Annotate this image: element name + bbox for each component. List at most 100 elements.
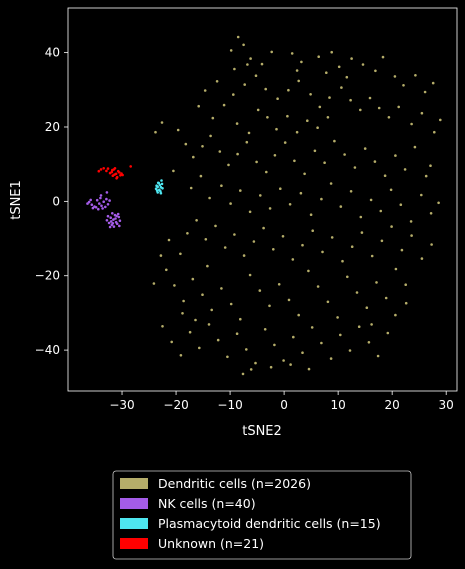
data-point [176, 128, 180, 132]
data-point [109, 220, 113, 223]
legend: Dendritic cells (n=2026) NK cells (n=40) P… [112, 470, 412, 560]
x-tick-label: −10 [217, 398, 242, 412]
data-point [108, 199, 111, 202]
data-point [160, 121, 164, 124]
data-point [375, 281, 378, 284]
data-point [429, 212, 433, 215]
data-point [106, 214, 110, 218]
x-tick-label: −30 [109, 398, 134, 412]
data-point [348, 349, 352, 352]
data-point [89, 198, 92, 202]
data-point [400, 248, 404, 252]
data-point [414, 74, 417, 77]
data-point [156, 185, 159, 189]
data-point [160, 179, 163, 182]
data-point [115, 222, 119, 225]
data-point [256, 108, 260, 112]
data-point [345, 75, 349, 79]
data-point [97, 207, 100, 211]
data-point [208, 196, 211, 200]
data-point [236, 35, 240, 39]
data-point [307, 269, 310, 273]
data-point [258, 289, 262, 292]
data-point [424, 174, 428, 178]
data-point [330, 236, 334, 239]
data-point [273, 154, 277, 157]
data-point [236, 152, 239, 156]
data-point [286, 114, 289, 118]
data-point [409, 220, 413, 223]
data-point [301, 243, 304, 247]
data-point [282, 359, 285, 362]
data-point [118, 219, 122, 222]
x-axis-label: tSNE2 [242, 424, 282, 439]
legend-label: Plasmacytoid dendritic cells (n=15) [158, 516, 381, 531]
legend-swatch [120, 498, 148, 509]
data-point [390, 225, 393, 228]
data-point [223, 246, 227, 249]
data-point [340, 86, 343, 89]
data-point [350, 57, 353, 60]
data-point [232, 93, 235, 96]
y-tick-label: 40 [45, 46, 60, 60]
data-point [367, 341, 371, 344]
data-point [343, 153, 346, 156]
data-point [321, 250, 324, 254]
data-point [248, 273, 252, 277]
data-point [118, 171, 121, 174]
data-point [433, 130, 436, 134]
data-point [402, 84, 405, 87]
data-point [361, 63, 365, 66]
data-point [113, 173, 116, 176]
data-point [248, 210, 252, 214]
data-point [420, 257, 424, 260]
data-point [374, 69, 377, 73]
data-point [239, 317, 242, 321]
data-point [353, 166, 357, 169]
data-point [229, 302, 233, 306]
data-point [370, 254, 374, 258]
data-point [100, 204, 103, 208]
data-point [226, 355, 229, 359]
data-point [399, 203, 403, 206]
legend-entry: Dendritic cells (n=2026) [120, 476, 311, 491]
data-point [121, 173, 124, 177]
legend-swatch [120, 478, 148, 489]
series-0 [152, 35, 442, 376]
data-point [357, 325, 361, 329]
data-point [246, 63, 249, 66]
data-point [243, 83, 246, 86]
data-point [283, 141, 287, 144]
data-point [262, 226, 265, 230]
legend-label: NK cells (n=40) [158, 496, 256, 511]
data-point [420, 193, 423, 197]
data-point [172, 169, 175, 173]
data-point [112, 218, 115, 221]
data-point [320, 197, 323, 201]
data-point [295, 130, 299, 134]
series-1 [86, 191, 122, 229]
series-2 [154, 179, 164, 195]
data-point [254, 361, 257, 365]
data-point [289, 363, 292, 366]
data-points [86, 35, 442, 376]
data-point [420, 111, 424, 115]
legend-swatch [120, 538, 148, 549]
data-point [252, 240, 256, 243]
data-point [377, 106, 381, 110]
data-point [106, 203, 110, 206]
data-point [192, 155, 195, 159]
data-point [209, 134, 212, 138]
data-point [287, 88, 290, 92]
data-point [102, 200, 105, 203]
data-point [386, 331, 390, 335]
legend-entry: NK cells (n=40) [120, 496, 256, 511]
data-point [222, 103, 226, 107]
data-point [109, 216, 112, 219]
data-point [161, 187, 164, 190]
x-tick-label: 30 [439, 398, 454, 412]
data-point [318, 105, 322, 109]
data-point [363, 147, 367, 150]
data-point [184, 142, 188, 146]
